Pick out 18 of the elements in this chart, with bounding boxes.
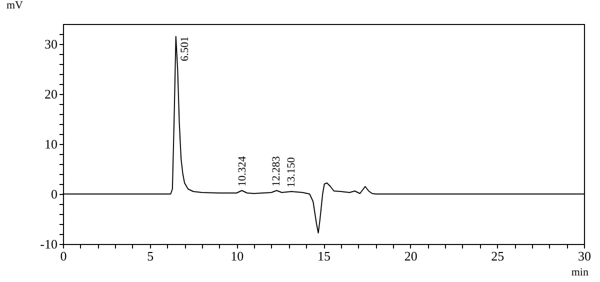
annotation: 13.150 (285, 156, 298, 188)
x-tick-label: 5 (147, 248, 154, 264)
x-tick-label: 10 (230, 248, 244, 264)
annotation: 12.283 (270, 156, 282, 186)
y-axis-title: mV (6, 0, 24, 12)
y-tick-label: 10 (44, 136, 58, 152)
y-tick-label: 0 (51, 186, 58, 202)
y-tick-label: 30 (44, 36, 58, 52)
x-tick-label: 20 (404, 248, 418, 264)
x-tick-label: 25 (491, 248, 504, 264)
x-tick-label: 30 (578, 248, 591, 264)
y-tick-label: 20 (44, 86, 58, 102)
x-axis-title: min (571, 266, 589, 278)
y-tick-label: -10 (40, 236, 58, 252)
annotation: 10.324 (236, 156, 248, 186)
x-tick-label: 0 (60, 248, 67, 264)
x-tick-label: 15 (318, 248, 330, 264)
annotation: 6.501 (178, 36, 191, 62)
